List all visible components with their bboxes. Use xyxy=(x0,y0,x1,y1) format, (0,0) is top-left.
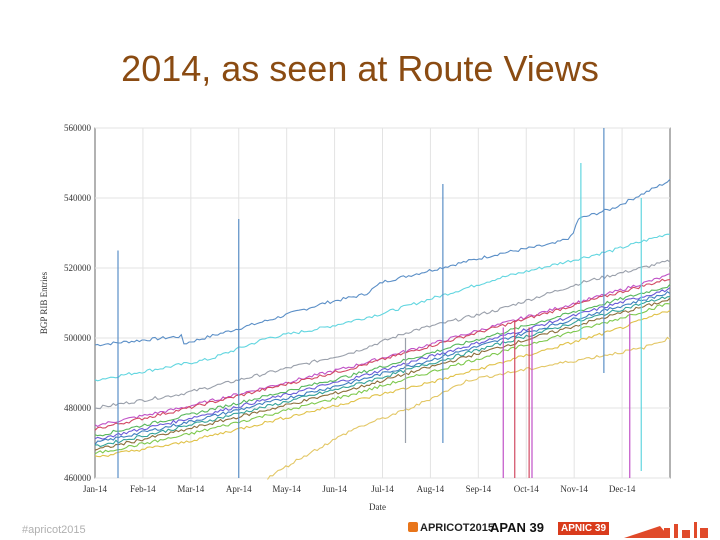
y-tick-label: 560000 xyxy=(64,123,92,133)
bgp-rib-chart: 460000 480000 500000 520000 540000 560000 Jan-… xyxy=(39,123,671,512)
slide-title: 2014, as seen at Route Views xyxy=(121,48,599,89)
series-line xyxy=(267,336,671,480)
series-line xyxy=(94,303,671,455)
apnic-logo: APNIC 39 xyxy=(558,522,610,535)
x-tick-label: Nov-14 xyxy=(560,484,588,494)
series-line xyxy=(94,283,671,437)
x-axis-label: Date xyxy=(369,502,386,512)
series-line xyxy=(94,296,671,448)
x-tick-label: Apr-14 xyxy=(226,484,252,494)
series-line xyxy=(94,178,671,347)
apan-logo: APAN 39 xyxy=(490,520,544,535)
x-tick-label: Aug-14 xyxy=(417,484,445,494)
series-line xyxy=(94,309,671,458)
x-tick-label: Feb-14 xyxy=(130,484,156,494)
x-tick-label: Sep-14 xyxy=(466,484,492,494)
series-line xyxy=(94,290,671,445)
apricot-mark-icon xyxy=(408,522,418,532)
y-tick-label: 540000 xyxy=(64,193,92,203)
apricot-logo: APRICOT2015 xyxy=(408,522,494,534)
y-tick-label: 520000 xyxy=(64,263,92,273)
x-tick-label: Oct-14 xyxy=(514,484,539,494)
series-line xyxy=(94,259,671,410)
x-tick-label: Dec-14 xyxy=(609,484,636,494)
y-tick-label: 460000 xyxy=(64,473,92,483)
y-tick-label: 500000 xyxy=(64,333,92,343)
y-tick-label: 480000 xyxy=(64,403,92,413)
x-tick-label: Mar-14 xyxy=(177,484,204,494)
x-tick-label: May-14 xyxy=(272,484,301,494)
footer-logos: APRICOT2015 APAN 39 APNIC 39 xyxy=(400,518,720,540)
series-line xyxy=(94,278,671,431)
city-skyline-icon xyxy=(624,522,708,538)
x-tick-label: Jul-14 xyxy=(371,484,394,494)
series-line xyxy=(94,233,671,382)
y-axis-label: BGP RIB Entries xyxy=(39,271,49,334)
series-line xyxy=(94,297,671,451)
apricot-logo-text: APRICOT2015 xyxy=(420,522,494,534)
x-tick-label: Jan-14 xyxy=(83,484,107,494)
series-line xyxy=(94,287,671,440)
x-tick-label: Jun-14 xyxy=(322,484,347,494)
footer-hashtag: #apricot2015 xyxy=(22,524,86,536)
